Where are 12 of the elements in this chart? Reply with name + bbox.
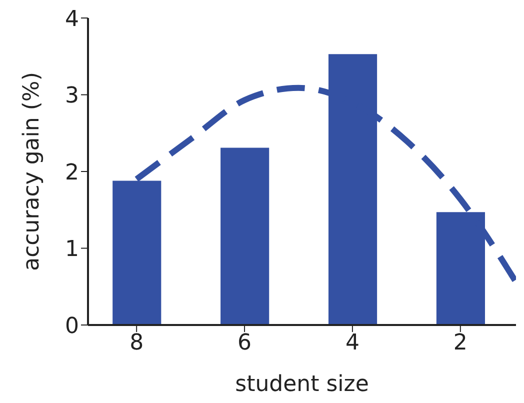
x-tick-label: 6 xyxy=(238,330,252,356)
x-axis-title: student size xyxy=(235,372,369,397)
y-tick-label: 3 xyxy=(65,84,79,109)
x-tick-label: 8 xyxy=(130,330,144,356)
y-tick-label: 2 xyxy=(65,160,79,186)
y-tick-label: 1 xyxy=(65,237,79,262)
y-tick-label: 4 xyxy=(65,6,79,32)
y-tick-label: 0 xyxy=(65,314,79,339)
x-tick-label: 4 xyxy=(345,330,360,356)
bar xyxy=(220,148,270,325)
x-tick-label: 2 xyxy=(453,330,468,356)
y-axis-title: accuracy gain (%) xyxy=(20,72,44,271)
